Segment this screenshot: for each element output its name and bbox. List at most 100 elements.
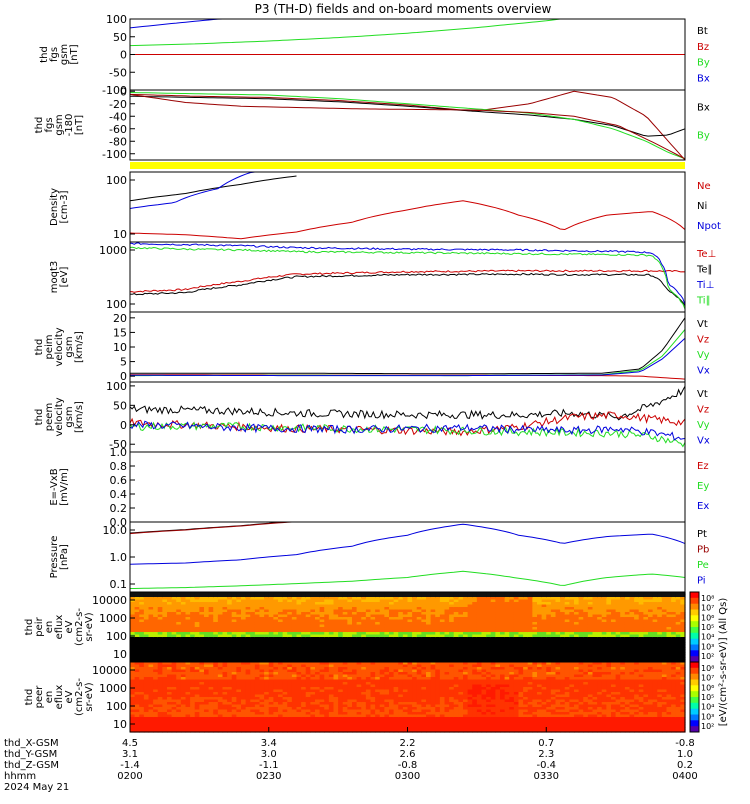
legend-entry: By bbox=[697, 131, 710, 142]
colorbar-segment bbox=[690, 592, 699, 598]
y-tick-label: 10 bbox=[113, 228, 127, 241]
colorbar-segment bbox=[690, 720, 699, 726]
colorbar-tick-label: 10⁴ bbox=[701, 633, 714, 642]
footer-value: 0400 bbox=[672, 771, 697, 782]
y-tick-label: 0.4 bbox=[110, 488, 128, 501]
series-line-Vy bbox=[130, 330, 685, 376]
footer-value: 0330 bbox=[534, 771, 559, 782]
colorbar-tick-label: 10⁶ bbox=[701, 613, 714, 622]
legend-entry: Ez bbox=[697, 461, 709, 472]
colorbar-segment bbox=[690, 709, 699, 715]
series-line-Pi bbox=[130, 524, 685, 564]
y-tick-label: -80 bbox=[109, 135, 127, 148]
y-tick-label: 10000 bbox=[92, 664, 127, 677]
footer-row-label: thd_Y-GSM bbox=[4, 749, 57, 760]
legend-entry: Bt bbox=[697, 26, 708, 37]
series-line-Te∥ bbox=[130, 273, 685, 306]
colorbar-segment bbox=[690, 668, 699, 674]
colorbar-tick-label: 10⁷ bbox=[701, 604, 714, 613]
y-axis-label: moqt3[eV] bbox=[49, 261, 70, 294]
panel-frame bbox=[130, 522, 685, 592]
y-tick-label: 0 bbox=[120, 85, 127, 98]
heatmap-cells bbox=[130, 592, 686, 663]
y-tick-label: 100 bbox=[106, 174, 127, 187]
legend-entry: Pi bbox=[697, 576, 706, 587]
y-label-line: [km/s] bbox=[74, 401, 85, 433]
y-tick-label: 100 bbox=[106, 298, 127, 311]
y-label-line: [mV/m] bbox=[59, 468, 70, 506]
footer-value: 2.6 bbox=[400, 749, 416, 760]
y-tick-label: 0.6 bbox=[110, 474, 128, 487]
y-tick-label: 1000 bbox=[99, 682, 127, 695]
y-label-line: [nT] bbox=[74, 115, 85, 135]
colorbar-tick-label: 10³ bbox=[701, 712, 714, 721]
colorbar-segment bbox=[690, 639, 699, 645]
series-line-Ne bbox=[130, 201, 685, 239]
y-label-line: [cm-3] bbox=[59, 190, 70, 223]
legend-entry: Vy bbox=[697, 350, 710, 361]
legend-entry: Bx bbox=[697, 103, 710, 114]
colorbar-segment bbox=[690, 680, 699, 686]
series-line-Vy bbox=[130, 423, 685, 447]
footer-row-label: thd_X-GSM bbox=[4, 738, 59, 749]
y-tick-label: 50 bbox=[113, 399, 127, 412]
footer-value: -0.8 bbox=[398, 760, 418, 771]
colorbar-tick-label: 10² bbox=[701, 652, 714, 661]
legend-entry: Vx bbox=[697, 436, 710, 447]
y-tick-label: -50 bbox=[109, 66, 127, 79]
legend-entry: Ne bbox=[697, 181, 711, 192]
y-tick-label: 100 bbox=[106, 630, 127, 643]
y-tick-label: 100 bbox=[106, 380, 127, 393]
legend-entry: Te⊥ bbox=[696, 249, 716, 260]
legend-entry: Te∥ bbox=[696, 265, 713, 276]
series-line-By bbox=[130, 19, 602, 46]
y-tick-label: 10.0 bbox=[103, 524, 128, 537]
y-tick-label: -20 bbox=[109, 98, 127, 111]
footer-value: -0.4 bbox=[536, 760, 556, 771]
footer-value: 3.0 bbox=[261, 749, 277, 760]
footer-value: 3.1 bbox=[122, 749, 138, 760]
colorbar-tick-label: 10⁸ bbox=[701, 594, 714, 603]
y-tick-label: 0.8 bbox=[110, 460, 128, 473]
legend-entry: Ey bbox=[697, 481, 709, 492]
legend-entry: Ti∥ bbox=[696, 296, 711, 307]
series-line-Ti∥ bbox=[130, 247, 685, 309]
y-tick-label: -40 bbox=[109, 110, 127, 123]
colorbar-segment bbox=[690, 633, 699, 639]
y-axis-label: Density[cm-3] bbox=[49, 188, 70, 226]
legend-entry: Npot bbox=[697, 221, 721, 232]
series-line-Pb bbox=[130, 522, 297, 534]
panel-frame bbox=[130, 172, 685, 242]
legend-entry: Pt bbox=[697, 529, 707, 540]
colorbar-segment bbox=[690, 615, 699, 621]
series-line-Bt bbox=[130, 96, 685, 136]
footer-value: 0.7 bbox=[538, 738, 554, 749]
y-tick-label: 0 bbox=[120, 419, 127, 432]
colorbar-segment bbox=[690, 610, 699, 616]
colorbar-tick-label: 10⁵ bbox=[701, 693, 714, 702]
legend-entry: Ex bbox=[697, 501, 709, 512]
colorbar-label: [eV/(cm²-s-sr-eV)] (All Qs) bbox=[718, 598, 729, 727]
legend-entry: Bz bbox=[697, 42, 709, 53]
series-line-Vx bbox=[130, 338, 685, 375]
heatmap-cells bbox=[130, 662, 686, 733]
colorbar-segment bbox=[690, 674, 699, 680]
colorbar-segment bbox=[690, 662, 699, 668]
legend-entry: Vy bbox=[697, 420, 710, 431]
panel-frame bbox=[130, 242, 685, 312]
chart-title: P3 (TH-D) fields and on-board moments ov… bbox=[255, 2, 552, 16]
colorbar-segment bbox=[690, 685, 699, 691]
panel-frame bbox=[130, 452, 685, 522]
panel-frame bbox=[130, 382, 685, 452]
colorbar-segment bbox=[690, 691, 699, 697]
